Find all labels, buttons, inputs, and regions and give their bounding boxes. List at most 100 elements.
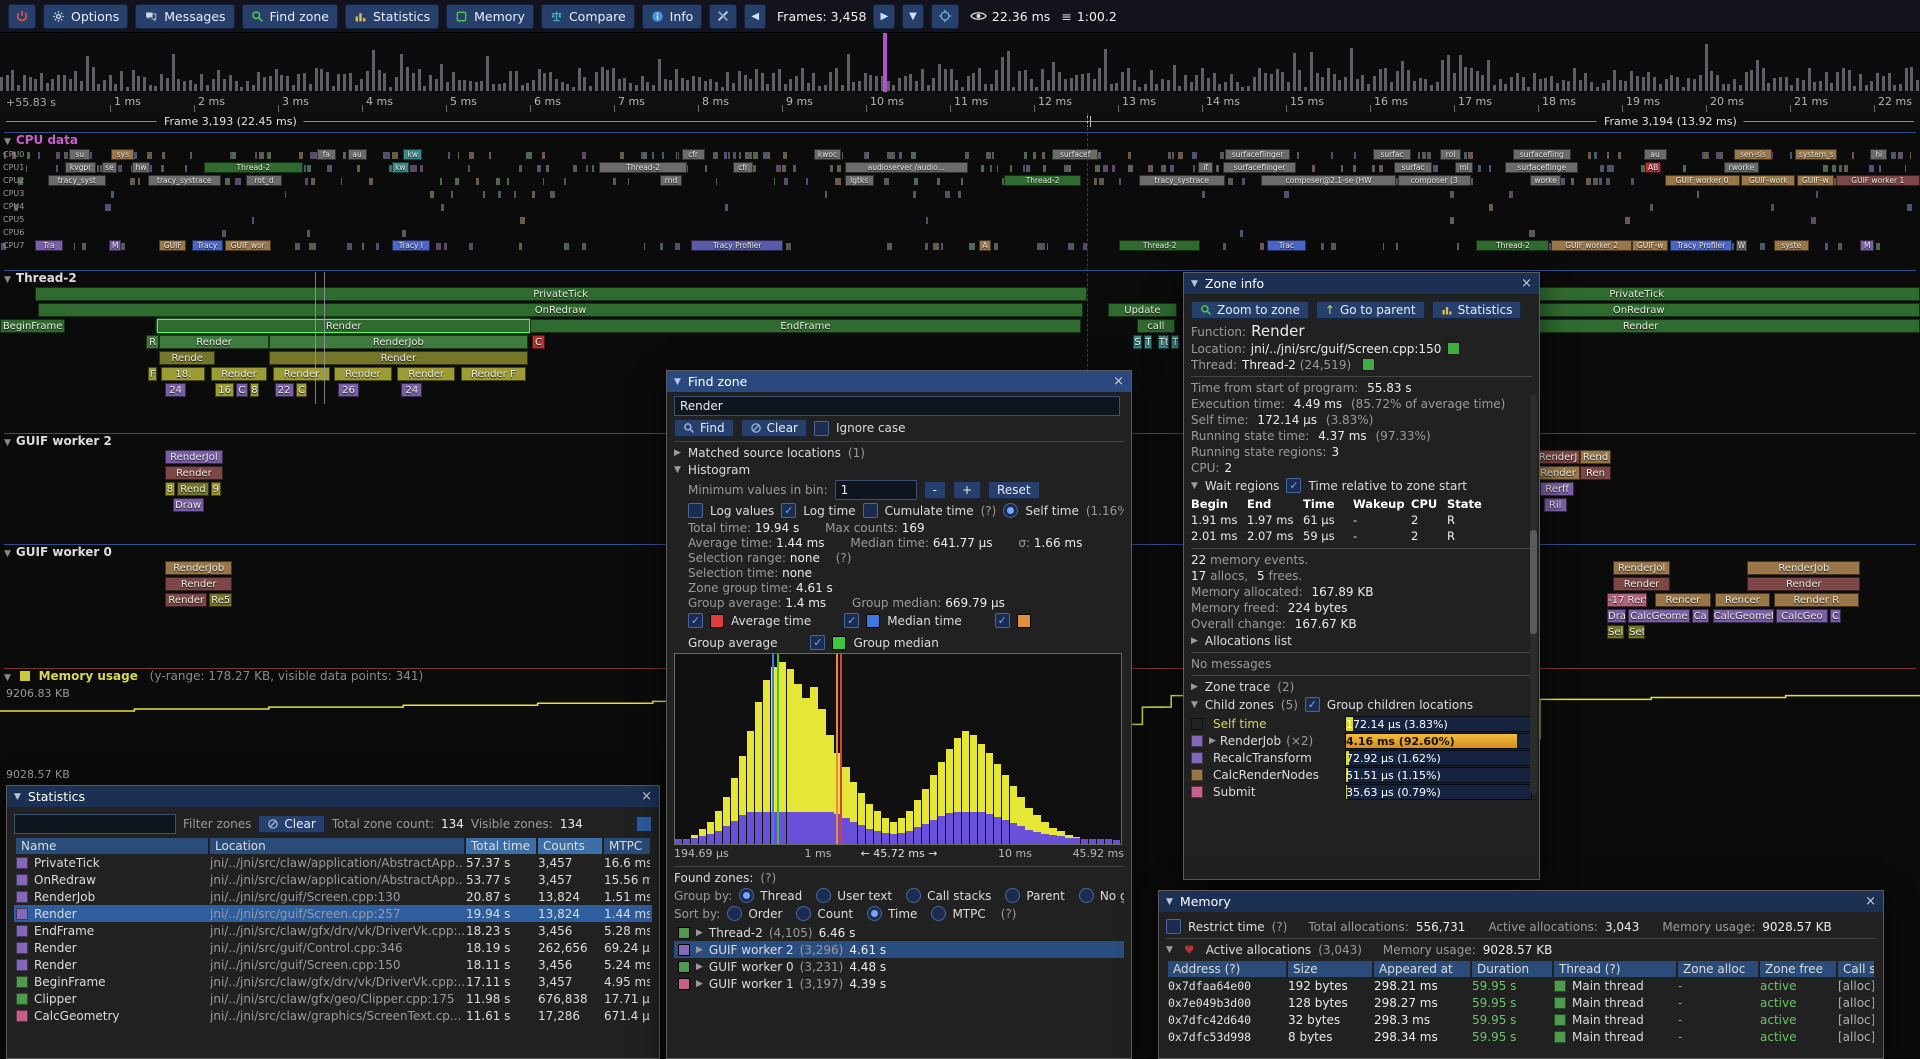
zoom-to-zone-button[interactable]: Zoom to zone	[1191, 301, 1309, 319]
allocation-appeared[interactable]: 298.34 ms	[1374, 1029, 1438, 1044]
timeline-zone[interactable]: 16	[215, 383, 235, 397]
timeline-zone[interactable]: PrivateTick	[34, 287, 1087, 301]
timeline-zone[interactable]: Thread-2	[1119, 240, 1200, 251]
statistics-row[interactable]: OnRedraw jni/../jni/src/claw/application…	[14, 871, 652, 888]
timing-mode-toggle[interactable]	[636, 816, 652, 832]
timeline-zone[interactable]: 8	[165, 482, 175, 496]
memory-column-header[interactable]: Zone alloc	[1678, 960, 1758, 977]
timeline-zone[interactable]: 8	[249, 383, 260, 397]
collapse-icon[interactable]: ▼	[4, 137, 11, 147]
timeline-zone[interactable]: C	[1829, 609, 1842, 623]
memory-titlebar[interactable]: ▼ Memory ×	[1159, 891, 1883, 912]
timeline-zone[interactable]: Tracy Profiler	[1670, 240, 1732, 251]
timeline-zone[interactable]: F	[147, 367, 158, 381]
timeline-zone[interactable]: Ril	[1543, 498, 1567, 512]
timeline-zone[interactable]: Rerff	[1539, 482, 1575, 496]
find-zone-button[interactable]: Find zone	[241, 3, 338, 29]
alloc-callstack-button[interactable]: [alloc]	[1838, 1029, 1874, 1044]
timeline-zone[interactable]: T	[1171, 335, 1179, 349]
collapse-icon[interactable]: ▼	[1191, 480, 1198, 491]
group-by-radio[interactable]	[816, 888, 832, 903]
timeline-zone[interactable]: Render	[165, 466, 223, 480]
statistics-button[interactable]: Statistics	[1431, 301, 1522, 319]
child-zone-row[interactable]: Submit 35.63 μs (0.79%)	[1191, 783, 1532, 800]
wait-column-header[interactable]: CPU	[1411, 497, 1438, 511]
timeline-zone[interactable]: C	[531, 335, 546, 349]
memory-column-header[interactable]: Call stack	[1838, 960, 1874, 977]
timeline-zone[interactable]: Thread-2	[203, 162, 304, 173]
timeline-zone[interactable]: tracy_syst	[48, 175, 106, 186]
timeline-zone[interactable]: cfr	[733, 162, 753, 173]
timeline-zone[interactable]: 24	[401, 383, 423, 397]
timeline-zone[interactable]: S	[1132, 335, 1143, 349]
timeline-zone[interactable]: se	[101, 162, 118, 173]
sort-by-radio[interactable]	[931, 906, 947, 921]
group-by-radio[interactable]	[1078, 888, 1094, 903]
wait-column-header[interactable]: Time	[1303, 497, 1335, 511]
timeline-zone[interactable]: CalcGeo	[1776, 609, 1828, 623]
memory-column-header[interactable]: Zone free	[1760, 960, 1836, 977]
timeline-zone[interactable]: GUIF worker 0	[1664, 175, 1740, 186]
timeline-view[interactable]: ▼ CPU data su sys fa au kw cfr kwoc surfacef surfa…	[0, 0, 1920, 800]
timeline-zone[interactable]: GUIF-w	[1632, 240, 1669, 251]
find-zone-search-input[interactable]	[674, 396, 1120, 416]
legend-checkbox[interactable]: ✓	[994, 613, 1010, 628]
group-by-radio[interactable]	[1005, 888, 1021, 903]
timeline-zone[interactable]: surfaceflinger	[1223, 162, 1296, 173]
timeline-zone[interactable]: sys	[111, 149, 135, 160]
wait-column-header[interactable]: End	[1247, 497, 1272, 511]
expand-icon[interactable]: ▶	[696, 944, 703, 955]
timeline-zone[interactable]: Render	[165, 593, 208, 607]
timeline-zone[interactable]: Thread-2	[1476, 240, 1550, 251]
timeline-zone[interactable]: Rende	[159, 351, 216, 365]
timeline-zone[interactable]: tracy_systrace	[147, 175, 221, 186]
timeline-zone[interactable]: fa	[316, 149, 336, 160]
allocation-address[interactable]: 0x7dfaa64e00	[1168, 978, 1252, 993]
timeline-zone[interactable]: RenderJol	[165, 450, 223, 464]
collapse-icon[interactable]: ▼	[1191, 278, 1198, 289]
legend-checkbox[interactable]: ✓	[810, 635, 826, 650]
timeline-zone[interactable]: T	[1144, 335, 1152, 349]
zone-group-row[interactable]: ▶ GUIF worker 0 (3,231) 4.48 s	[674, 958, 1124, 975]
child-zone-row[interactable]: CalcRenderNodes 51.51 μs (1.15%)	[1191, 766, 1532, 783]
timeline-zone[interactable]: hi	[1870, 149, 1888, 160]
group-by-radio[interactable]	[906, 888, 922, 903]
collapse-icon[interactable]: ▼	[4, 673, 11, 683]
timeline-zone[interactable]: Tracy	[192, 240, 223, 251]
source-marker[interactable]	[1447, 342, 1461, 355]
timeline-zone[interactable]: Tra	[34, 240, 64, 251]
timeline-zone[interactable]: Render	[397, 367, 456, 381]
increment-button[interactable]: +	[952, 481, 982, 499]
expand-icon[interactable]: ▶	[1191, 636, 1198, 646]
child-zone-row[interactable]: RecalcTransform 72.92 μs (1.62%)	[1191, 749, 1532, 766]
timeline-zone[interactable]: lgtks	[844, 175, 874, 186]
timeline-zone[interactable]: system_s	[1795, 149, 1838, 160]
column-header-name[interactable]: Name	[16, 837, 208, 854]
messages-button[interactable]: Messages	[135, 3, 235, 29]
scrollbar[interactable]	[1530, 394, 1537, 794]
timeline-zone[interactable]: su	[69, 149, 91, 160]
sort-by-radio[interactable]	[796, 906, 812, 921]
timeline-zone[interactable]: Dra	[1607, 609, 1627, 623]
allocation-row[interactable]: 0x7dfc42d640 32 bytes 298.3 ms 59.95 s M…	[1166, 1011, 1876, 1028]
compare-button[interactable]: Compare	[540, 3, 635, 29]
timeline-zone[interactable]: kw	[391, 162, 409, 173]
allocation-address[interactable]: 0x7e049b3d00	[1168, 995, 1252, 1010]
log-values-checkbox[interactable]	[688, 503, 703, 518]
timeline-zone[interactable]: Render	[268, 351, 528, 365]
column-header-location[interactable]: Location	[210, 837, 464, 854]
timeline-zone[interactable]: Thread-2	[599, 162, 688, 173]
close-icon[interactable]: ×	[1865, 894, 1876, 909]
expand-icon[interactable]: ▶	[696, 961, 703, 972]
alloc-callstack-button[interactable]: [alloc]	[1838, 995, 1874, 1010]
expand-icon[interactable]: ▶	[696, 927, 703, 938]
column-header-counts[interactable]: Counts	[538, 837, 602, 854]
legend-checkbox[interactable]: ✓	[688, 613, 703, 628]
timeline-zone[interactable]: Re5	[209, 593, 233, 607]
allocation-row[interactable]: 0x7dfaa64e00 192 bytes 298.21 ms 59.95 s…	[1166, 977, 1876, 994]
timeline-zone[interactable]: GUIF-work	[1741, 175, 1796, 186]
ignore-case-checkbox[interactable]	[813, 420, 829, 436]
timeline-zone[interactable]: Tt	[1157, 335, 1170, 349]
timeline-zone[interactable]: sen-sis	[1733, 149, 1773, 160]
zone-group-row[interactable]: ▶ GUIF worker 2 (3,296) 4.61 s	[674, 941, 1124, 958]
